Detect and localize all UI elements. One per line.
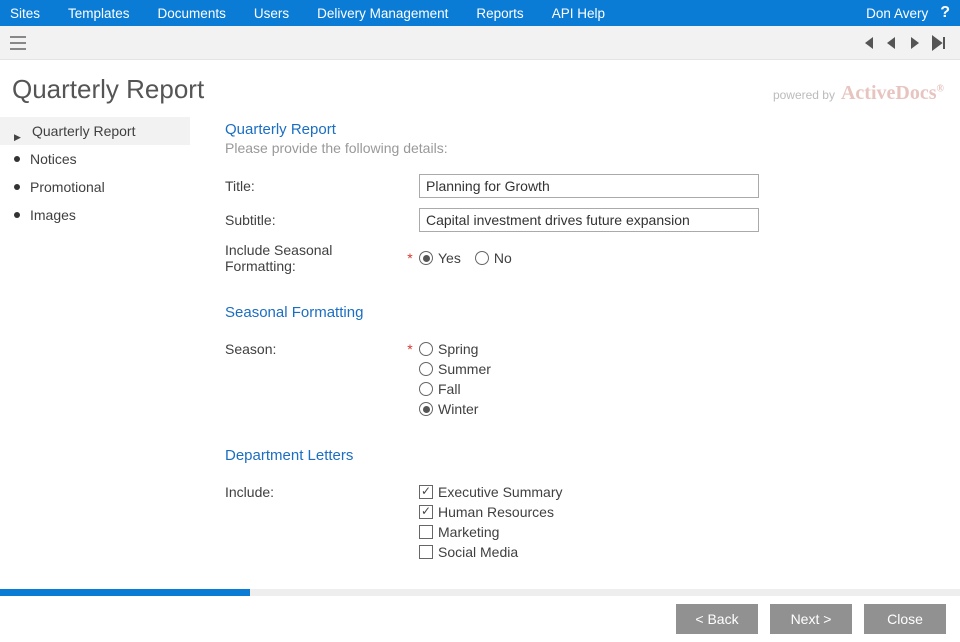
next-page-icon[interactable]: [904, 34, 926, 52]
radio-season-summer[interactable]: Summer: [419, 361, 491, 377]
first-page-icon[interactable]: [856, 34, 878, 52]
sidebar: Quarterly Report Notices Promotional Ima…: [0, 115, 190, 595]
powered-by: powered by ActiveDocs®: [773, 82, 944, 105]
help-icon[interactable]: ?: [940, 4, 950, 22]
sidebar-item-notices[interactable]: Notices: [0, 145, 190, 173]
check-social-media[interactable]: Social Media: [419, 544, 562, 560]
checkbox-icon: [419, 545, 433, 559]
radio-label: Fall: [438, 381, 461, 397]
check-label: Human Resources: [438, 504, 554, 520]
required-marker: *: [405, 341, 415, 357]
title-bar: Quarterly Report powered by ActiveDocs®: [0, 60, 960, 115]
radio-seasonal-yes[interactable]: Yes: [419, 250, 461, 266]
toolbar: [0, 26, 960, 60]
sidebar-item-label: Promotional: [30, 179, 105, 195]
title-input[interactable]: [419, 174, 759, 198]
label-subtitle: Subtitle:: [225, 212, 405, 228]
label-season: Season:: [225, 341, 405, 357]
last-page-icon[interactable]: [928, 34, 950, 52]
radio-icon: [475, 251, 489, 265]
current-user[interactable]: Don Avery: [866, 6, 928, 21]
radio-icon: [419, 251, 433, 265]
back-button[interactable]: < Back: [676, 604, 758, 634]
checkbox-icon: [419, 525, 433, 539]
progress-bar: [0, 589, 960, 596]
check-exec-summary[interactable]: Executive Summary: [419, 484, 562, 500]
nav-templates[interactable]: Templates: [68, 6, 130, 21]
form-panel: Quarterly Report Please provide the foll…: [190, 115, 960, 595]
prev-page-icon[interactable]: [880, 34, 902, 52]
radio-icon: [419, 382, 433, 396]
chevron-right-icon: [14, 127, 22, 135]
nav-sites[interactable]: Sites: [10, 6, 40, 21]
radio-label: No: [494, 250, 512, 266]
radio-season-spring[interactable]: Spring: [419, 341, 491, 357]
section-title-qr: Quarterly Report: [225, 121, 930, 138]
checkbox-icon: [419, 485, 433, 499]
radio-season-winter[interactable]: Winter: [419, 401, 491, 417]
sidebar-item-label: Notices: [30, 151, 77, 167]
radio-label: Summer: [438, 361, 491, 377]
bullet-icon: [14, 156, 20, 162]
menu-icon[interactable]: [10, 36, 26, 50]
radio-icon: [419, 342, 433, 356]
nav-reports[interactable]: Reports: [476, 6, 523, 21]
bullet-icon: [14, 212, 20, 218]
radio-label: Spring: [438, 341, 478, 357]
nav-documents[interactable]: Documents: [158, 6, 226, 21]
section-subtitle-qr: Please provide the following details:: [225, 140, 930, 156]
check-label: Social Media: [438, 544, 518, 560]
check-hr[interactable]: Human Resources: [419, 504, 562, 520]
powered-by-prefix: powered by: [773, 88, 835, 102]
radio-icon: [419, 362, 433, 376]
check-label: Marketing: [438, 524, 499, 540]
sidebar-item-label: Images: [30, 207, 76, 223]
sidebar-item-promotional[interactable]: Promotional: [0, 173, 190, 201]
sidebar-item-quarterly-report[interactable]: Quarterly Report: [0, 117, 190, 145]
label-title: Title:: [225, 178, 405, 194]
check-marketing[interactable]: Marketing: [419, 524, 562, 540]
subtitle-input[interactable]: [419, 208, 759, 232]
label-include: Include:: [225, 484, 405, 500]
checkbox-icon: [419, 505, 433, 519]
wizard-nav-controls: [856, 34, 950, 52]
label-seasonal-formatting: Include Seasonal Formatting:: [225, 242, 405, 274]
radio-season-fall[interactable]: Fall: [419, 381, 491, 397]
content-area: Quarterly Report Notices Promotional Ima…: [0, 115, 960, 595]
nav-users[interactable]: Users: [254, 6, 289, 21]
progress-fill: [0, 589, 250, 596]
sidebar-item-images[interactable]: Images: [0, 201, 190, 229]
radio-label: Yes: [438, 250, 461, 266]
page-title: Quarterly Report: [12, 74, 204, 105]
footer: < Back Next > Close: [0, 596, 960, 642]
brand-logo: ActiveDocs®: [841, 82, 944, 105]
close-button[interactable]: Close: [864, 604, 946, 634]
section-title-dept: Department Letters: [225, 447, 930, 464]
nav-api-help[interactable]: API Help: [552, 6, 605, 21]
section-title-seasonal: Seasonal Formatting: [225, 304, 930, 321]
radio-seasonal-no[interactable]: No: [475, 250, 512, 266]
sidebar-item-label: Quarterly Report: [32, 123, 135, 139]
radio-icon: [419, 402, 433, 416]
next-button[interactable]: Next >: [770, 604, 852, 634]
required-marker: *: [405, 250, 415, 266]
check-label: Executive Summary: [438, 484, 562, 500]
radio-label: Winter: [438, 401, 478, 417]
bullet-icon: [14, 184, 20, 190]
top-nav: Sites Templates Documents Users Delivery…: [0, 0, 960, 26]
nav-delivery[interactable]: Delivery Management: [317, 6, 448, 21]
